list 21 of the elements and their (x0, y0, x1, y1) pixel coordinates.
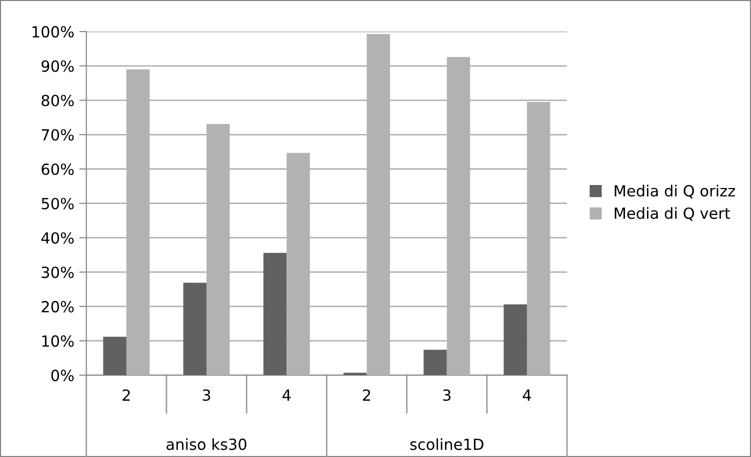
y-tick-label: 20% (42, 300, 74, 312)
y-tick-label: 100% (32, 26, 74, 38)
y-tick-label: 10% (42, 335, 74, 347)
y-tick-label: 50% (42, 198, 74, 210)
x-tick-label: 2 (363, 389, 370, 401)
y-tick-label: 30% (42, 266, 74, 278)
x-tick-label: 4 (522, 390, 531, 401)
text: scoline1D (410, 438, 484, 450)
legend-label: Media di Q orizz (614, 184, 735, 198)
y-tick-label: 0% (51, 370, 74, 382)
x-tick-label: 2 (122, 389, 130, 401)
text: aniso ks30 (166, 438, 246, 450)
legend-label: Media di Q vert (614, 207, 730, 221)
y-tick-label: 70% (42, 129, 74, 141)
y-tick-label: 80% (42, 94, 74, 106)
x-tick-label: 3 (202, 389, 210, 401)
y-tick-label: 90% (42, 60, 74, 72)
y-tick-label: 40% (41, 232, 74, 244)
x-tick-label: 3 (443, 389, 450, 401)
y-tick-label: 60% (42, 163, 74, 176)
x-tick-label: 4 (282, 390, 291, 401)
